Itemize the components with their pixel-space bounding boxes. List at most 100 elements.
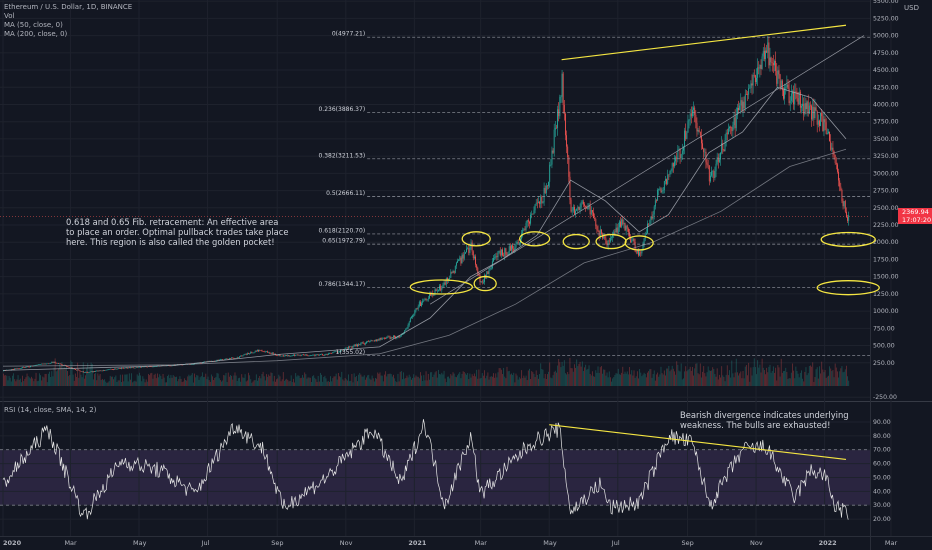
- candle-body: [286, 355, 288, 357]
- volume-bar: [572, 371, 574, 386]
- candle-body: [561, 73, 563, 97]
- candle-body: [379, 337, 381, 340]
- candle-body: [713, 170, 715, 178]
- vol-indicator-label[interactable]: Vol: [4, 12, 15, 20]
- price-tick-label: 2500.00: [873, 205, 899, 212]
- candle-body: [665, 179, 666, 181]
- time-tick-label: Mar: [475, 539, 488, 547]
- candle-body: [723, 149, 725, 152]
- volume-bar: [762, 367, 764, 386]
- candle-body: [475, 256, 476, 265]
- volume-bar: [18, 379, 20, 386]
- volume-bar: [109, 375, 111, 386]
- candle-body: [589, 204, 591, 215]
- volume-bar: [698, 374, 700, 386]
- volume-bar: [446, 376, 448, 386]
- candle-body: [481, 281, 483, 283]
- volume-bar: [820, 373, 822, 386]
- candle-body: [449, 277, 451, 279]
- volume-bar: [16, 379, 18, 386]
- candle-body: [769, 57, 771, 66]
- candle-body: [283, 355, 285, 357]
- support-trendline: [429, 35, 865, 305]
- candle-body: [627, 228, 629, 233]
- volume-bar: [440, 374, 442, 386]
- candle-body: [226, 358, 228, 360]
- volume-bar: [831, 371, 833, 386]
- volume-bar: [426, 380, 428, 386]
- candle-body: [241, 355, 243, 357]
- candle-body: [218, 359, 220, 361]
- volume-bar: [232, 379, 234, 386]
- candle-body: [29, 365, 31, 368]
- candle-body: [95, 371, 97, 372]
- candle-body: [633, 238, 635, 242]
- time-tick-label: Jul: [201, 539, 210, 547]
- volume-bar: [832, 370, 834, 386]
- candle-body: [416, 308, 418, 309]
- candle-body: [516, 242, 518, 245]
- ma200-indicator-label[interactable]: MA (200, close, 0): [4, 30, 68, 38]
- volume-bar: [46, 382, 48, 386]
- volume-bar: [529, 368, 530, 386]
- volume-bar: [405, 377, 407, 386]
- candle-body: [288, 355, 290, 357]
- volume-bar: [337, 373, 339, 386]
- candle-body: [81, 371, 83, 372]
- last-price-countdown: 17:07:20: [902, 216, 932, 224]
- volume-bar: [205, 373, 207, 386]
- volume-bar: [395, 381, 397, 386]
- volume-bar: [81, 377, 83, 386]
- volume-bar: [89, 367, 91, 386]
- volume-bar: [169, 378, 171, 386]
- volume-bar: [360, 374, 362, 386]
- volume-bar: [712, 367, 714, 386]
- candle-body: [687, 120, 689, 133]
- candle-body: [244, 353, 246, 355]
- candle-body: [661, 190, 663, 193]
- rsi-indicator-label[interactable]: RSI (14, close, SMA, 14, 2): [4, 406, 97, 414]
- volume-bar: [621, 372, 623, 386]
- candle-body: [579, 207, 581, 211]
- candle-body: [721, 143, 723, 153]
- volume-bar: [231, 375, 233, 386]
- volume-bar: [842, 372, 844, 386]
- candle-body: [518, 242, 520, 244]
- candle-body: [364, 343, 366, 345]
- candle-body: [779, 74, 781, 89]
- candle-body: [54, 361, 56, 363]
- candle-body: [321, 353, 322, 355]
- fib-annotation: 0.618 and 0.65 Fib. retracement: An effe…: [66, 217, 289, 247]
- volume-bar: [181, 382, 183, 386]
- candle-body: [464, 252, 466, 254]
- volume-bar: [810, 365, 811, 386]
- volume-bar: [115, 375, 117, 386]
- candle-body: [415, 308, 417, 311]
- volume-bar: [196, 375, 198, 386]
- volume-bar: [222, 380, 224, 386]
- candle-body: [566, 135, 568, 147]
- candle-body: [663, 180, 665, 191]
- candle-body: [91, 371, 93, 373]
- volume-bar: [727, 375, 729, 386]
- volume-bar: [313, 375, 315, 386]
- candle-body: [322, 353, 324, 356]
- candle-body: [391, 337, 393, 338]
- volume-bar: [300, 377, 302, 386]
- volume-bar: [784, 370, 786, 386]
- rsi-tick-label: 90.00: [873, 419, 891, 426]
- candle-body: [140, 366, 142, 368]
- volume-bar: [387, 374, 389, 386]
- candle-body: [703, 148, 705, 153]
- candle-body: [544, 187, 546, 194]
- volume-bar: [799, 372, 801, 386]
- volume-bar: [821, 361, 823, 386]
- volume-bar: [758, 367, 760, 386]
- ma50-indicator-label[interactable]: MA (50, close, 0): [4, 21, 63, 29]
- candle-body: [731, 127, 733, 132]
- volume-bar: [400, 371, 402, 386]
- symbol-title[interactable]: Ethereum / U.S. Dollar, 1D, BINANCE: [4, 3, 133, 11]
- volume-bar: [287, 379, 289, 386]
- candle-body: [139, 366, 140, 368]
